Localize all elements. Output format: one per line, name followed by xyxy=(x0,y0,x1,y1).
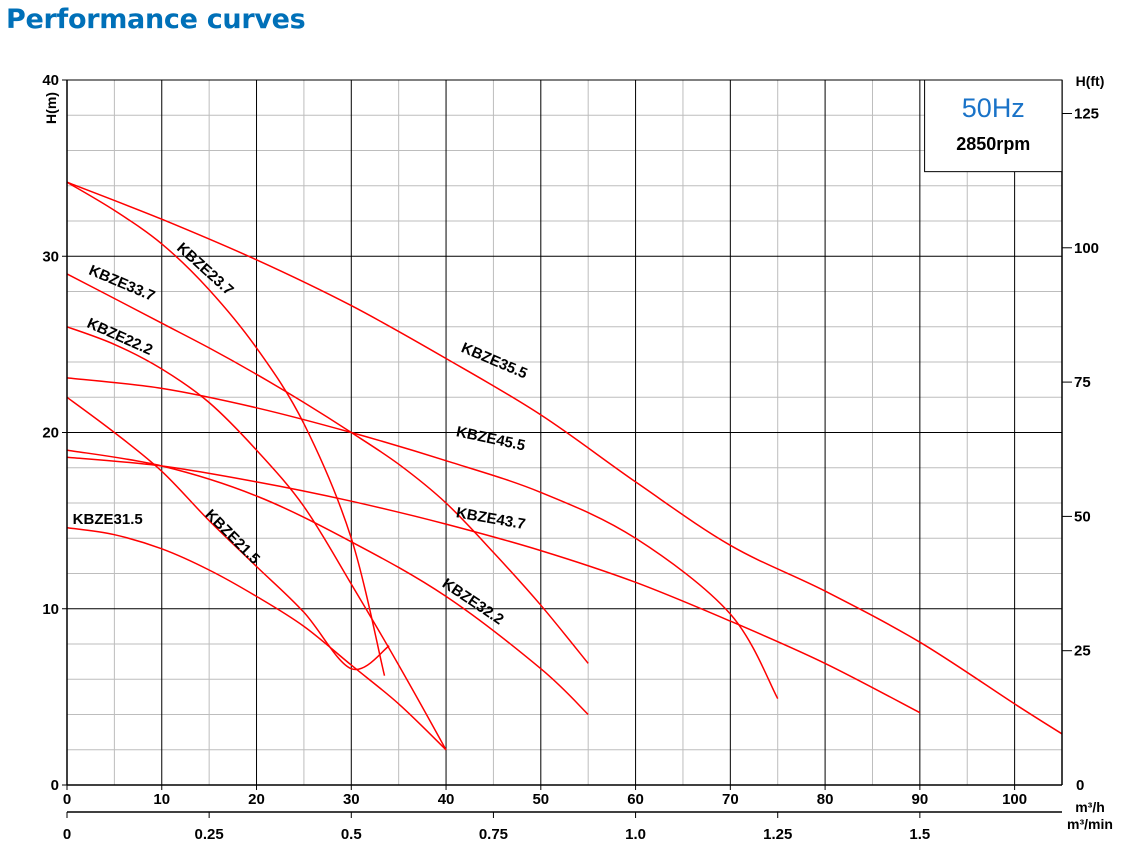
right-axis-title: H(ft) xyxy=(1076,73,1105,89)
curve-kbze45-5 xyxy=(66,377,779,699)
pump-curves xyxy=(66,181,1063,751)
y-tick-label: 10 xyxy=(42,601,59,618)
speed-label: 2850rpm xyxy=(956,134,1030,154)
x2-tick-label: 1.5 xyxy=(909,826,930,843)
frequency-info-box: 50Hz 2850rpm xyxy=(924,79,1063,173)
x2-tick-label: 0.75 xyxy=(479,826,508,843)
curve-label-kbze21-5: KBZE21.5 xyxy=(202,506,264,568)
x2-tick-label: 0 xyxy=(63,826,71,843)
frequency-label: 50Hz xyxy=(962,93,1025,123)
x-tick-label: 70 xyxy=(722,791,739,808)
curve-kbze22-2 xyxy=(66,326,447,751)
ft-tick-label: 0 xyxy=(1076,777,1084,794)
curve-label-kbze31-5: KBZE31.5 xyxy=(73,511,143,528)
major-gridlines xyxy=(67,80,1062,785)
x-tick-label: 20 xyxy=(248,791,265,808)
x2-tick-label: 1.25 xyxy=(763,826,792,843)
y-tick-label: 30 xyxy=(42,248,59,265)
ft-tick-label: 100 xyxy=(1074,240,1099,257)
axes xyxy=(62,79,1072,818)
curve-kbze23-7 xyxy=(66,181,386,676)
curve-kbze31-5 xyxy=(66,526,447,751)
ft-tick-label: 125 xyxy=(1074,105,1099,122)
x-tick-label: 40 xyxy=(438,791,455,808)
x-tick-label: 30 xyxy=(343,791,360,808)
x-tick-label: 90 xyxy=(912,791,929,808)
curve-kbze32-2 xyxy=(66,449,589,716)
curve-label-kbze33-7: KBZE33.7 xyxy=(86,262,157,305)
x2-tick-label: 0.5 xyxy=(341,826,362,843)
curve-label-kbze32-2: KBZE32.2 xyxy=(439,575,507,628)
x-tick-label: 80 xyxy=(817,791,834,808)
y-axis-title: H(m) xyxy=(43,92,59,124)
x-axis-title: m³/h xyxy=(1075,799,1105,815)
x2-tick-label: 0.25 xyxy=(195,826,224,843)
curve-label-kbze35-5: KBZE35.5 xyxy=(459,339,530,382)
x-tick-label: 100 xyxy=(1002,791,1027,808)
y-tick-label: 0 xyxy=(51,777,59,794)
curve-kbze35-5 xyxy=(66,181,1063,735)
y-tick-label: 40 xyxy=(42,72,59,89)
x-tick-label: 10 xyxy=(153,791,170,808)
curve-kbze43-7 xyxy=(66,456,921,714)
info-box-background xyxy=(924,79,1063,173)
x-tick-label: 60 xyxy=(627,791,644,808)
curve-label-kbze45-5: KBZE45.5 xyxy=(455,423,527,454)
x-tick-label: 50 xyxy=(532,791,549,808)
curve-kbze33-7 xyxy=(66,273,589,664)
ft-tick-label: 25 xyxy=(1074,643,1091,660)
ft-tick-label: 50 xyxy=(1074,508,1091,525)
x2-tick-label: 1.0 xyxy=(625,826,646,843)
y-tick-label: 20 xyxy=(42,425,59,442)
page-title: Performance curves xyxy=(6,4,306,35)
ft-tick-label: 75 xyxy=(1074,374,1091,391)
curve-labels: KBZE35.5KBZE23.7KBZE33.7KBZE22.2KBZE45.5… xyxy=(73,240,530,629)
curve-label-kbze23-7: KBZE23.7 xyxy=(173,240,236,299)
curve-kbze21-5 xyxy=(66,396,390,671)
x-tick-label: 0 xyxy=(63,791,71,808)
x2-axis-title: m³/min xyxy=(1067,816,1113,832)
